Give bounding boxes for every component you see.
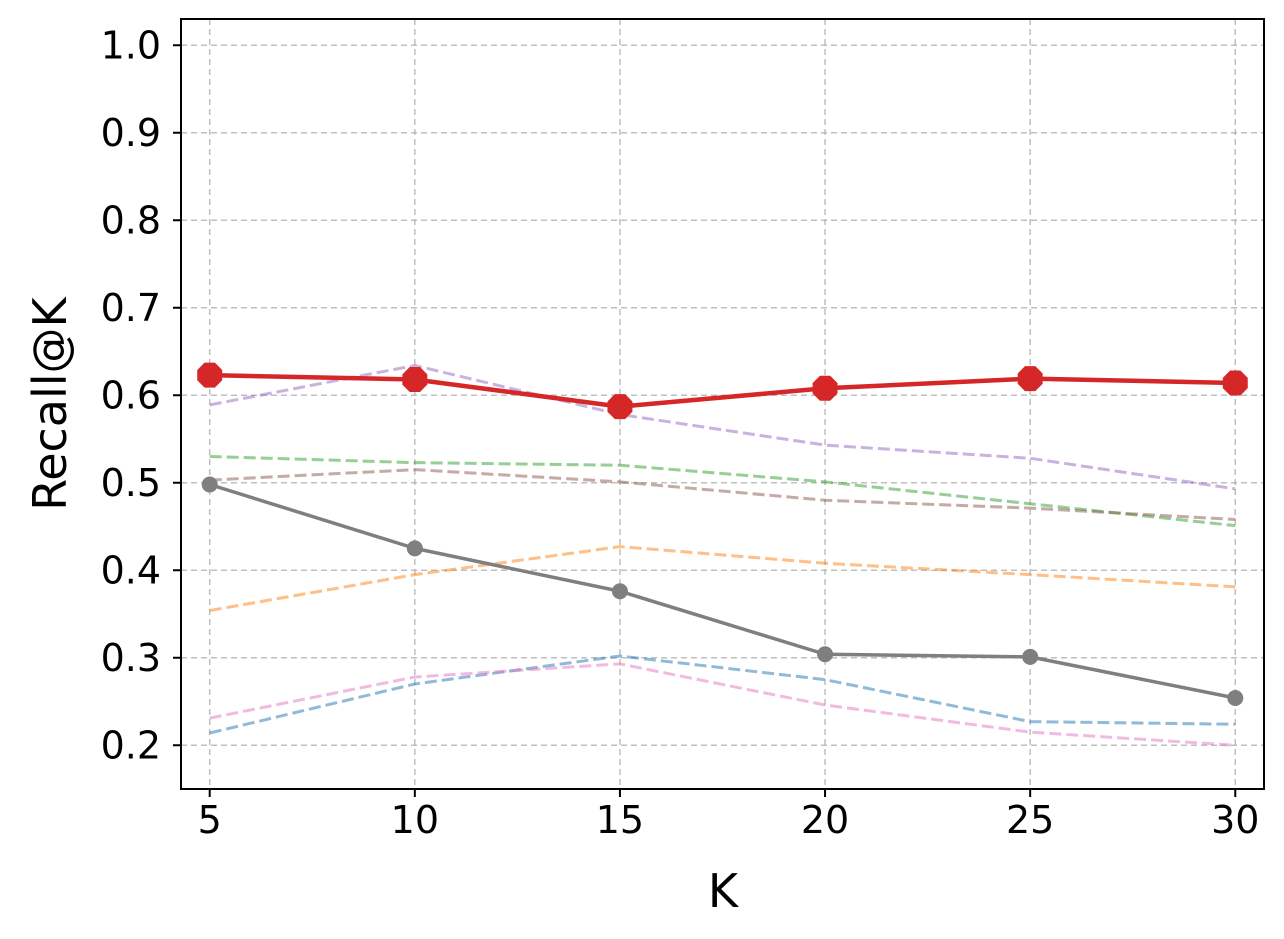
x-tick-label: 30 <box>1211 798 1259 842</box>
y-tick-label: 0.8 <box>101 198 161 242</box>
y-tick-label: 0.7 <box>101 286 161 330</box>
series-7-point <box>1227 690 1244 706</box>
series-line-2 <box>209 545 1236 612</box>
y-tick-label: 0.2 <box>101 723 161 767</box>
series-line-7 <box>209 482 1236 700</box>
y-tick-label: 0.9 <box>101 111 161 155</box>
y-tick-label: 0.4 <box>101 548 161 592</box>
series-8-point <box>607 394 633 420</box>
series-8-point <box>1222 370 1248 396</box>
x-axis-ticks: 5 10 15 20 25 30 <box>198 789 1259 842</box>
y-tick-label: 0.3 <box>101 636 161 680</box>
series-8-point <box>402 367 428 392</box>
x-tick-label: 10 <box>391 798 439 842</box>
series-line-8 <box>209 372 1236 409</box>
series-layer <box>197 362 1248 747</box>
series-line-3 <box>209 455 1236 528</box>
series-line-4 <box>209 364 1236 491</box>
y-axis-ticks: 0.2 0.3 0.4 0.5 0.6 0.7 0.8 0.9 1.0 <box>101 23 181 767</box>
x-tick-label: 25 <box>1006 798 1054 842</box>
y-tick-label: 0.6 <box>101 373 161 417</box>
series-7-point <box>201 476 218 493</box>
x-tick-label: 20 <box>801 798 849 842</box>
y-tick-label: 1.0 <box>101 23 161 67</box>
series-8-point <box>1017 366 1043 392</box>
series-7-point <box>1022 648 1039 665</box>
series-7-point <box>817 646 834 663</box>
series-7-point <box>406 540 423 557</box>
series-8-point <box>197 362 223 388</box>
series-line-6 <box>209 662 1236 747</box>
series-line-5 <box>209 468 1236 521</box>
y-axis-label: Recall@K <box>23 295 77 510</box>
series-8-point <box>812 375 838 401</box>
y-tick-label: 0.5 <box>101 461 161 505</box>
plot-frame <box>180 18 1265 790</box>
x-tick-label: 15 <box>596 798 644 842</box>
series-line-1 <box>209 654 1236 735</box>
series-7-point <box>611 583 628 600</box>
x-tick-label: 5 <box>198 798 222 842</box>
x-axis-label: K <box>708 864 740 918</box>
